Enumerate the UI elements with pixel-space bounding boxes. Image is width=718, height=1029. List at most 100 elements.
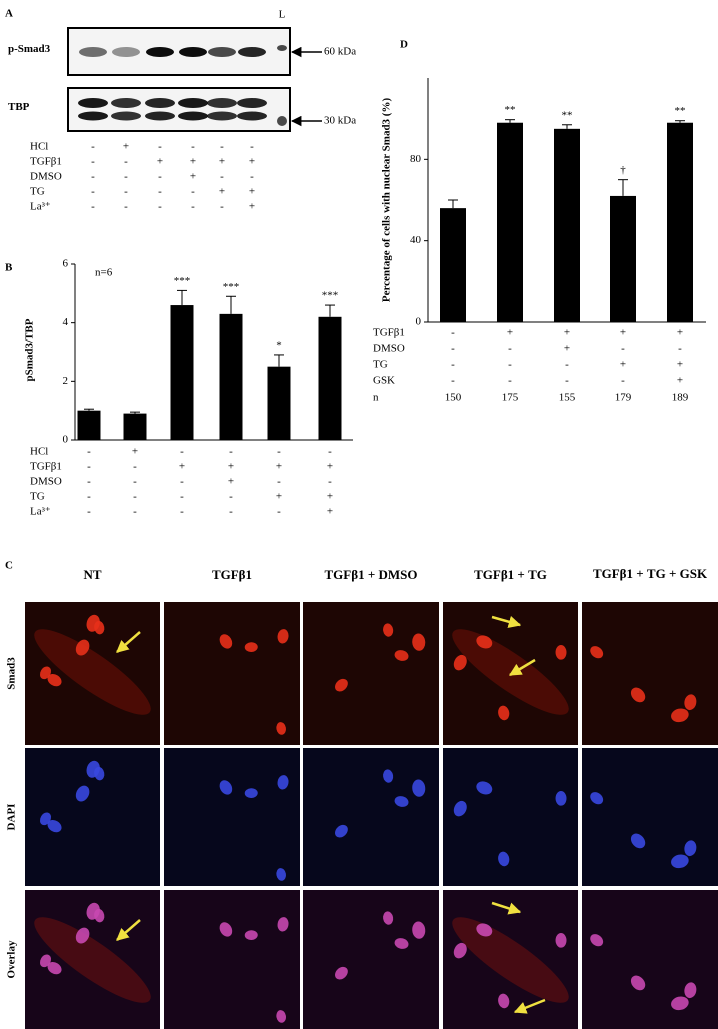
nucleus — [39, 666, 52, 680]
nucleus — [277, 917, 289, 932]
band — [179, 47, 207, 57]
condition-sign: - — [124, 171, 128, 183]
condition-label: DMSO — [30, 171, 62, 183]
band — [145, 111, 175, 121]
condition-sign: - — [87, 491, 91, 503]
n-value: 150 — [445, 392, 462, 404]
condition-sign: - — [87, 506, 91, 518]
nucleus — [555, 791, 567, 806]
condition-sign: + — [620, 327, 626, 339]
condition-sign: - — [158, 201, 162, 213]
marker-label: 60 kDa — [324, 46, 356, 58]
ladder-band — [277, 45, 287, 51]
condition-sign: + — [677, 327, 683, 339]
significance: * — [276, 339, 282, 351]
band — [207, 111, 237, 121]
condition-label: TG — [30, 491, 45, 503]
blot-row-label: TBP — [8, 101, 30, 113]
annotation: n=6 — [95, 267, 113, 279]
condition-label: GSK — [373, 375, 395, 387]
condition-sign: - — [250, 171, 254, 183]
nucleus — [75, 927, 90, 944]
condition-label: La³⁺ — [30, 506, 51, 518]
band — [207, 98, 237, 108]
row-label: DAPI — [6, 804, 18, 831]
n-value: 189 — [672, 392, 689, 404]
condition-sign: - — [180, 476, 184, 488]
condition-sign: - — [124, 156, 128, 168]
pointer-arrow — [491, 615, 522, 628]
band — [78, 111, 108, 121]
condition-sign: + — [249, 156, 255, 168]
condition-sign: - — [508, 359, 512, 371]
band — [112, 47, 140, 57]
n-value: 155 — [559, 392, 576, 404]
condition-sign: - — [87, 461, 91, 473]
nucleus — [476, 635, 493, 649]
ladder-band — [277, 116, 287, 126]
condition-sign: + — [276, 461, 282, 473]
condition-label: TGFβ1 — [373, 327, 405, 339]
band — [78, 98, 108, 108]
condition-sign: + — [132, 446, 138, 458]
y-axis-label: Percentage of cells with nuclear Smad3 (… — [381, 98, 393, 303]
condition-sign: - — [158, 141, 162, 153]
nucleus — [590, 792, 604, 805]
condition-label: DMSO — [373, 343, 405, 355]
nucleus — [276, 722, 287, 735]
y-tick-label: 4 — [63, 316, 69, 328]
band — [79, 47, 107, 57]
condition-sign: - — [277, 506, 281, 518]
condition-sign: - — [91, 156, 95, 168]
condition-sign: - — [277, 446, 281, 458]
band — [145, 98, 175, 108]
bar — [497, 122, 523, 322]
panel-label: D — [400, 39, 408, 51]
condition-sign: - — [328, 446, 332, 458]
condition-sign: + — [190, 156, 196, 168]
bar — [667, 122, 693, 322]
nucleus — [590, 646, 604, 659]
condition-sign: - — [180, 506, 184, 518]
condition-sign: - — [158, 171, 162, 183]
bar — [440, 208, 466, 322]
column-header-box: NT — [83, 567, 101, 582]
nucleus — [453, 942, 467, 959]
nucleus — [498, 705, 510, 721]
significance: *** — [223, 281, 240, 293]
condition-sign: - — [124, 201, 128, 213]
nucleus — [86, 902, 100, 920]
column-header: TGFβ1 — [211, 567, 253, 582]
nucleus — [244, 642, 258, 653]
micrograph — [582, 602, 718, 745]
nucleus — [47, 961, 62, 975]
condition-sign: - — [229, 491, 233, 503]
condition-sign: - — [124, 186, 128, 198]
condition-sign: - — [220, 141, 224, 153]
condition-sign: - — [565, 375, 569, 387]
nucleus — [453, 800, 467, 817]
micrograph — [443, 748, 578, 886]
micrograph — [303, 748, 439, 886]
pointer-arrow — [116, 919, 141, 941]
condition-sign: - — [133, 506, 137, 518]
pointer-arrow — [116, 631, 141, 653]
nucleus — [335, 966, 348, 980]
condition-label: TG — [30, 186, 45, 198]
nucleus — [219, 780, 233, 795]
nucleus — [671, 854, 689, 869]
condition-sign: - — [229, 446, 233, 458]
pointer-arrow — [491, 901, 522, 915]
nucleus — [277, 775, 289, 790]
condition-sign: + — [327, 491, 333, 503]
condition-sign: + — [564, 327, 570, 339]
significance: ** — [562, 109, 573, 121]
nucleus — [498, 851, 510, 867]
nucleus — [394, 938, 409, 949]
condition-sign: + — [327, 506, 333, 518]
n-value: 179 — [615, 392, 632, 404]
nucleus — [86, 760, 100, 778]
nucleus — [476, 781, 493, 795]
condition-sign: - — [180, 491, 184, 503]
bar — [267, 366, 291, 440]
